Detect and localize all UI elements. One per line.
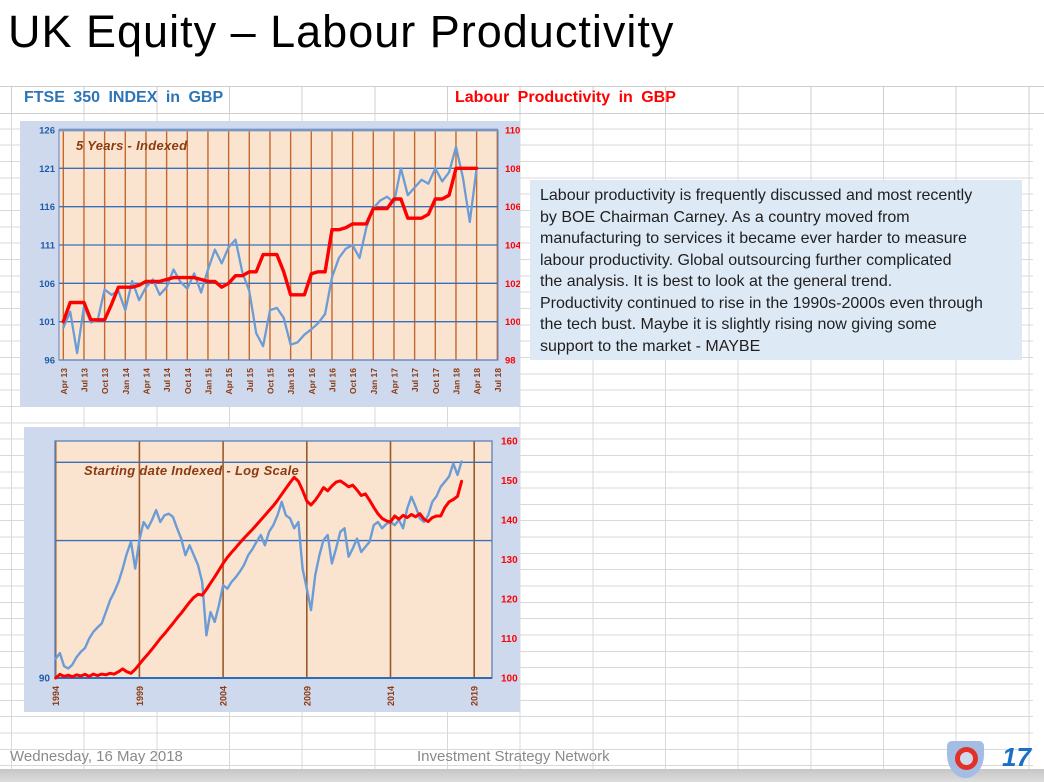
svg-text:Jul 15: Jul 15 bbox=[245, 368, 255, 392]
svg-text:Apr 14: Apr 14 bbox=[141, 368, 151, 395]
worksheet-header-row bbox=[0, 86, 1044, 114]
svg-text:96: 96 bbox=[44, 356, 55, 367]
svg-text:Oct 17: Oct 17 bbox=[431, 368, 441, 394]
worksheet-header-cells bbox=[11, 87, 1044, 113]
svg-text:1999: 1999 bbox=[135, 686, 145, 706]
svg-text:1994: 1994 bbox=[51, 686, 61, 706]
svg-text:2009: 2009 bbox=[302, 686, 312, 706]
ftse-index-header: FTSE 350 INDEX in GBP bbox=[24, 89, 224, 106]
footer-organization: Investment Strategy Network bbox=[417, 748, 610, 765]
svg-text:126: 126 bbox=[39, 126, 55, 137]
svg-text:2014: 2014 bbox=[386, 686, 396, 706]
page-title: UK Equity – Labour Productivity bbox=[8, 6, 675, 57]
svg-text:Oct 16: Oct 16 bbox=[348, 368, 358, 394]
svg-text:101: 101 bbox=[39, 317, 56, 328]
svg-text:116: 116 bbox=[40, 202, 55, 213]
svg-text:150: 150 bbox=[501, 476, 518, 487]
bottom-chart-title: Starting date Indexed - Log Scale bbox=[84, 463, 300, 478]
svg-text:120: 120 bbox=[501, 595, 518, 606]
svg-text:111: 111 bbox=[40, 241, 56, 252]
svg-text:Apr 18: Apr 18 bbox=[472, 368, 482, 395]
svg-text:Jan 14: Jan 14 bbox=[121, 368, 131, 395]
slide-bottom-strip bbox=[0, 769, 1044, 782]
svg-text:160: 160 bbox=[501, 437, 518, 448]
svg-text:Jan 18: Jan 18 bbox=[451, 368, 461, 395]
svg-text:106: 106 bbox=[505, 202, 520, 213]
shield-ring-logo-icon bbox=[947, 741, 984, 778]
svg-text:Jan 17: Jan 17 bbox=[369, 368, 379, 395]
svg-text:Apr 15: Apr 15 bbox=[224, 368, 234, 395]
note-box: Labour productivity is frequently discus… bbox=[530, 180, 1022, 360]
svg-text:104: 104 bbox=[505, 241, 520, 252]
svg-text:Apr 13: Apr 13 bbox=[59, 368, 69, 395]
page-number: 17 bbox=[1002, 742, 1031, 772]
svg-text:Apr 16: Apr 16 bbox=[307, 368, 317, 395]
svg-text:Oct 15: Oct 15 bbox=[265, 368, 275, 394]
svg-text:Jan 15: Jan 15 bbox=[203, 368, 213, 395]
svg-text:110: 110 bbox=[501, 634, 518, 645]
svg-text:Jul 13: Jul 13 bbox=[79, 368, 89, 392]
svg-text:90: 90 bbox=[39, 674, 51, 685]
footer-date: Wednesday, 16 May 2018 bbox=[10, 748, 183, 765]
note-text: Labour productivity is frequently discus… bbox=[540, 187, 983, 355]
svg-text:121: 121 bbox=[39, 164, 56, 175]
red-ring-icon bbox=[955, 747, 978, 770]
top-chart: 96 101 106 111 116 121 126 98 100 102 104 106 108 110… bbox=[39, 126, 520, 395]
svg-text:Jul 17: Jul 17 bbox=[410, 368, 420, 392]
svg-text:102: 102 bbox=[505, 279, 520, 290]
svg-text:Jul 14: Jul 14 bbox=[162, 368, 172, 392]
svg-text:100: 100 bbox=[501, 674, 518, 685]
top-chart-panel: 96 101 106 111 116 121 126 98 100 102 104 106 108 110… bbox=[20, 121, 520, 407]
svg-text:Oct 13: Oct 13 bbox=[100, 368, 110, 394]
svg-text:140: 140 bbox=[501, 516, 518, 527]
svg-text:100: 100 bbox=[505, 317, 520, 328]
svg-text:2019: 2019 bbox=[470, 686, 480, 706]
svg-text:Jan 16: Jan 16 bbox=[286, 368, 296, 395]
bottom-chart-panel: 100 110 120 130 140 150 160 90 1994 1999 2004 2009 2… bbox=[24, 427, 520, 712]
svg-text:110: 110 bbox=[505, 126, 520, 137]
top-chart-title: 5 Years - Indexed bbox=[76, 138, 188, 153]
svg-text:Apr 17: Apr 17 bbox=[389, 368, 399, 395]
svg-text:130: 130 bbox=[501, 555, 518, 566]
svg-text:Oct 14: Oct 14 bbox=[183, 368, 193, 394]
svg-text:108: 108 bbox=[505, 164, 520, 175]
labour-productivity-header: Labour Productivity in GBP bbox=[455, 89, 676, 106]
svg-text:Jul 16: Jul 16 bbox=[327, 368, 337, 392]
svg-text:98: 98 bbox=[505, 356, 516, 367]
svg-text:2004: 2004 bbox=[219, 686, 229, 706]
svg-text:106: 106 bbox=[39, 279, 55, 290]
svg-text:Jul 18: Jul 18 bbox=[493, 368, 503, 392]
